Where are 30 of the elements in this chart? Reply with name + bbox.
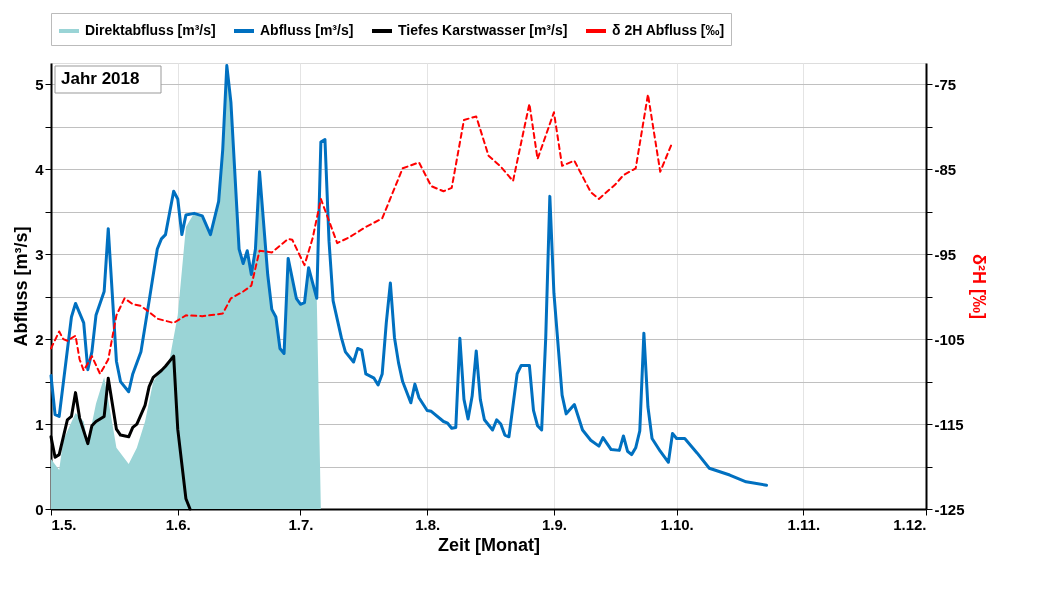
x-tick-label: 1.7.	[288, 515, 314, 533]
y-tick-label: 3	[35, 245, 44, 263]
x-tick-label: 1.5.	[51, 515, 77, 533]
y2-axis-title: δ²H [‰]	[968, 254, 989, 319]
y-tick-label: 0	[35, 500, 44, 518]
y2-tick-label: -115	[934, 415, 964, 433]
y2-tick-label: -105	[934, 330, 965, 348]
x-tick-label: 1.10.	[660, 515, 694, 533]
y-axis-title: Abfluss [m³/s]	[11, 226, 32, 347]
y2-tick-label: -75	[934, 75, 957, 93]
y-tick-label: 4	[35, 160, 45, 178]
y2-tick-label: -85	[934, 160, 957, 178]
y-tick-label: 1	[35, 415, 44, 433]
x-axis-title: Zeit [Monat]	[438, 534, 540, 555]
line-series	[49, 64, 769, 487]
y-tick-label: 5	[35, 75, 44, 93]
line-series	[50, 93, 674, 375]
x-tick-label: 1.12.	[893, 515, 927, 533]
x-tick-label: 1.11.	[787, 515, 821, 533]
legend-label: δ 2H Abfluss [‰]	[612, 22, 725, 38]
annotation: Jahr 2018	[61, 69, 140, 88]
y2-tick-label: -95	[934, 245, 957, 263]
legend-label: Abfluss [m³/s]	[260, 22, 354, 38]
x-tick-label: 1.8.	[415, 515, 441, 533]
y-tick-label: 2	[35, 330, 44, 348]
x-tick-label: 1.6.	[165, 515, 191, 533]
legend-label: Direktabfluss [m³/s]	[85, 22, 216, 38]
y2-tick-label: -125	[934, 500, 965, 518]
legend-label: Tiefes Karstwasser [m³/s]	[398, 22, 568, 38]
x-tick-label: 1.9.	[541, 515, 567, 533]
